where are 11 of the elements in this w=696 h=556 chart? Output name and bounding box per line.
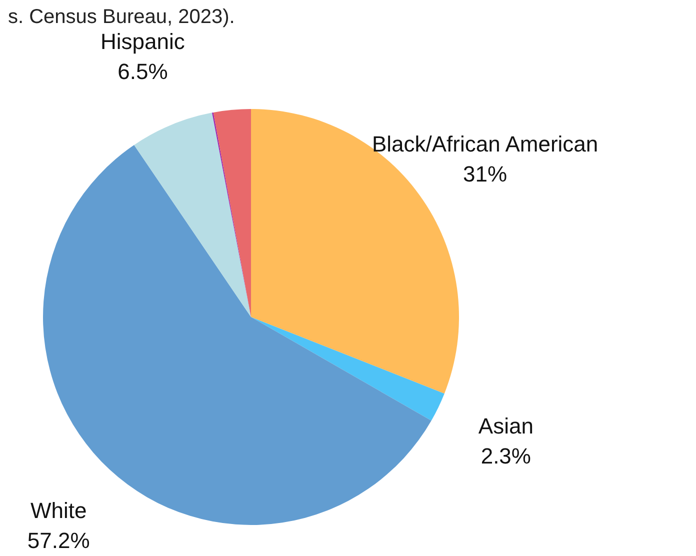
text: s. Census Bureau, 2023). <box>8 6 235 29</box>
data-label: 2.3% <box>480 443 531 468</box>
data-label: 31% <box>463 161 508 186</box>
pie-slice <box>251 317 444 421</box>
pie-slice <box>134 112 251 317</box>
data-label: 57.2% <box>27 528 90 554</box>
slice-label: Hispanic <box>100 29 185 54</box>
data-label: 6.5% <box>118 59 168 84</box>
slice-label: Asian <box>478 413 534 438</box>
slice-label: Black/African American <box>372 131 598 156</box>
slice-label: White <box>30 498 87 524</box>
